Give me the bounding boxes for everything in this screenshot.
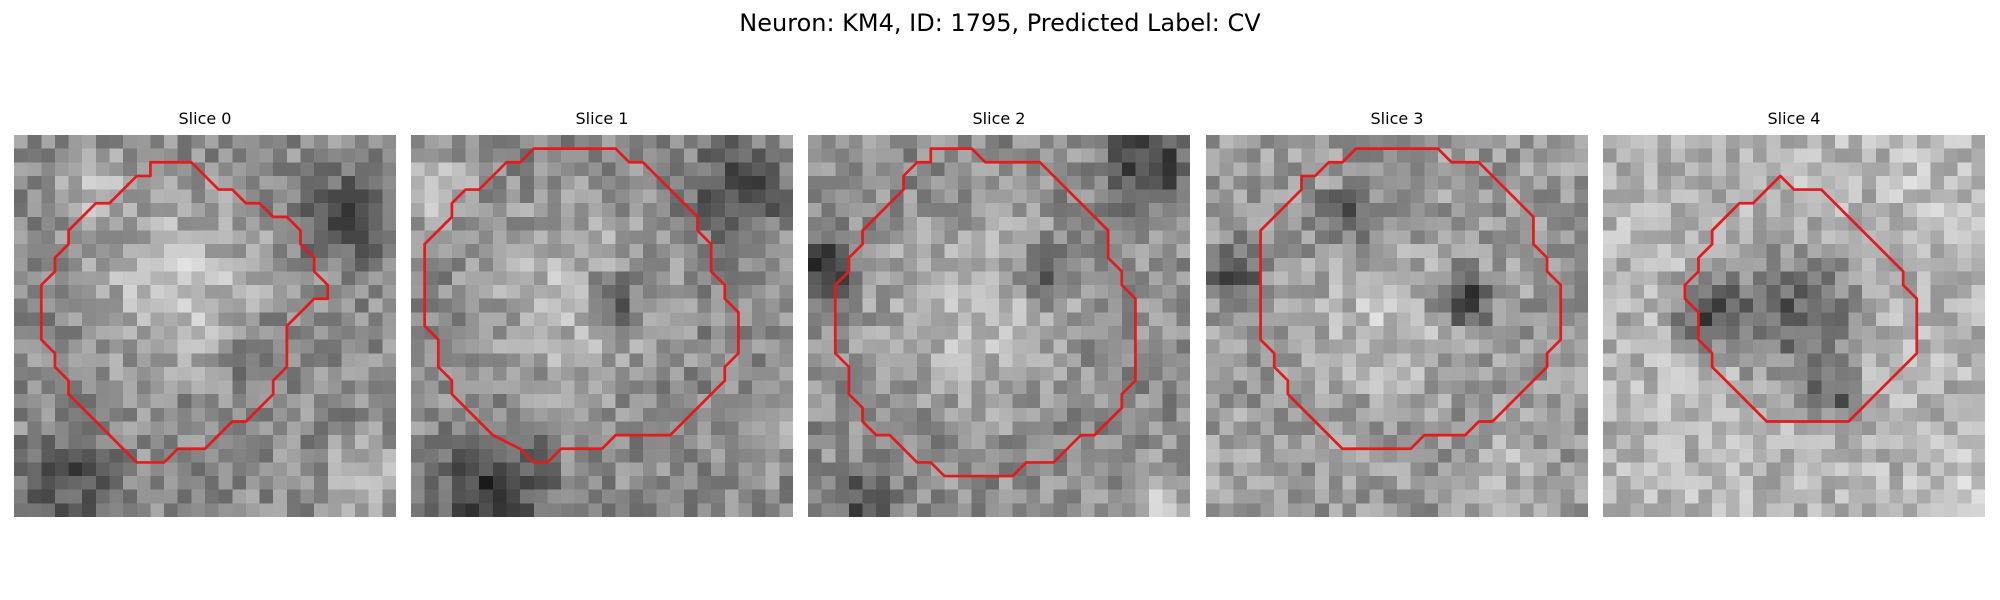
slice-image <box>808 135 1190 517</box>
pixel-grid <box>808 135 1190 517</box>
panel-title: Slice 1 <box>575 109 629 128</box>
contour-outline <box>1259 147 1563 451</box>
pixel-grid <box>1206 135 1588 517</box>
contour-outline <box>39 160 330 464</box>
panel-slice-2: Slice 2 <box>808 108 1190 520</box>
slice-image <box>14 135 396 517</box>
contour-outline <box>1683 174 1919 423</box>
pixel-grid <box>411 135 793 517</box>
slice-image <box>1603 135 1985 517</box>
panel-title: Slice 2 <box>972 109 1026 128</box>
panel-title: Slice 3 <box>1370 109 1424 128</box>
panel-title: Slice 0 <box>178 109 232 128</box>
panel-slice-4: Slice 4 <box>1603 108 1985 520</box>
contour-outline <box>423 147 740 464</box>
contour-outline <box>833 147 1137 478</box>
panel-slice-0: Slice 0 <box>14 108 396 520</box>
pixel-grid <box>14 135 396 517</box>
panel-slice-1: Slice 1 <box>411 108 793 520</box>
pixel-grid <box>1603 135 1985 517</box>
slice-image <box>411 135 793 517</box>
figure-title: Neuron: KM4, ID: 1795, Predicted Label: … <box>739 9 1261 37</box>
panel-slice-3: Slice 3 <box>1206 108 1588 520</box>
slice-image <box>1206 135 1588 517</box>
panel-title: Slice 4 <box>1767 109 1821 128</box>
